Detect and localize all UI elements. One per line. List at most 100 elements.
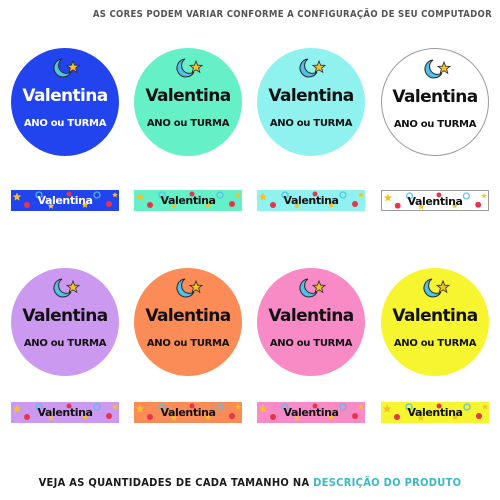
star-icon	[81, 201, 89, 208]
heart-icon	[312, 403, 318, 409]
heart-icon	[229, 201, 235, 207]
heart-icon	[147, 414, 153, 420]
quantity-note: VEJA AS QUANTIDADES DE CADA TAMANHO NA D…	[0, 476, 500, 489]
round-label-blue: Valentina ANO ou TURMA	[11, 48, 119, 156]
label-subtitle: ANO ou TURMA	[146, 118, 230, 129]
heart-icon	[229, 413, 235, 419]
strip-label-white: Valentina	[381, 190, 489, 211]
label-subtitle: ANO ou TURMA	[269, 338, 353, 349]
strip-label-mint: Valentina	[134, 190, 242, 211]
star-icon	[293, 202, 301, 209]
color-disclaimer: AS CORES PODEM VARIAR CONFORME A CONFIGU…	[92, 9, 492, 20]
round-label-yellow: Valentina ANO ou TURMA	[381, 268, 489, 376]
heart-icon	[66, 191, 72, 197]
star-icon	[451, 413, 459, 420]
star-icon	[417, 414, 425, 421]
round-label-mint: Valentina ANO ou TURMA	[134, 48, 242, 156]
label-name: Valentina	[145, 86, 231, 106]
product-description-link[interactable]: DESCRIÇÃO DO PRODUTO	[313, 476, 462, 489]
star-icon	[258, 404, 268, 413]
heart-icon	[394, 414, 400, 420]
heart-icon	[106, 201, 112, 207]
star-icon	[327, 201, 335, 208]
moon-star-icon	[53, 58, 81, 78]
moon-icon	[35, 191, 43, 199]
heart-icon	[312, 191, 318, 197]
label-subtitle: ANO ou TURMA	[23, 118, 107, 129]
heart-icon	[436, 192, 442, 198]
round-label-orange: Valentina ANO ou TURMA	[134, 268, 242, 376]
star-icon	[451, 202, 458, 209]
moon-icon	[93, 191, 101, 199]
moon-star-icon	[299, 58, 327, 78]
heart-icon	[189, 403, 195, 409]
strip-name: Valentina	[37, 194, 93, 207]
moon-icon	[216, 403, 224, 411]
heart-icon	[147, 202, 153, 208]
strip-label-lilac: Valentina	[11, 402, 119, 423]
moon-star-icon	[423, 278, 451, 298]
moon-star-icon	[424, 59, 452, 79]
moon-star-icon	[53, 278, 81, 298]
star-icon	[258, 192, 268, 201]
round-label-lilac: Valentina ANO ou TURMA	[11, 268, 119, 376]
star-icon	[235, 404, 241, 410]
heart-icon	[352, 413, 358, 419]
star-icon	[327, 413, 335, 420]
star-icon	[358, 192, 364, 198]
star-icon	[383, 193, 393, 202]
moon-star-icon	[176, 278, 204, 298]
moon-icon	[158, 403, 166, 411]
strip-name: Valentina	[407, 195, 463, 208]
strip-name: Valentina	[160, 406, 216, 419]
moon-icon	[281, 191, 289, 199]
pattern-icon	[135, 191, 241, 209]
star-icon	[358, 404, 364, 410]
pattern-icon	[383, 192, 487, 210]
round-label-aqua: Valentina ANO ou TURMA	[257, 48, 365, 156]
heart-icon	[436, 403, 442, 409]
heart-icon	[475, 201, 482, 208]
star-icon	[481, 192, 487, 199]
star-icon	[135, 192, 145, 201]
star-icon	[170, 414, 178, 421]
strip-name: Valentina	[283, 194, 339, 207]
moon-icon	[93, 403, 101, 411]
pattern-icon	[258, 403, 364, 421]
heart-icon	[270, 414, 276, 420]
strip-label-orange: Valentina	[134, 402, 242, 423]
strip-label-yellow: Valentina	[381, 402, 489, 423]
star-icon	[12, 404, 22, 413]
star-icon	[135, 404, 145, 413]
pattern-icon	[382, 403, 488, 421]
label-subtitle: ANO ou TURMA	[393, 338, 477, 349]
star-icon	[47, 414, 55, 421]
label-name: Valentina	[22, 86, 108, 106]
moon-icon	[339, 191, 347, 199]
label-subtitle: ANO ou TURMA	[23, 338, 107, 349]
label-name: Valentina	[268, 86, 354, 106]
star-icon	[235, 192, 241, 198]
star-icon	[293, 414, 301, 421]
pattern-icon	[12, 403, 118, 421]
pattern-icon	[12, 191, 118, 209]
moon-icon	[158, 191, 166, 199]
moon-icon	[35, 403, 43, 411]
label-subtitle: ANO ou TURMA	[269, 118, 353, 129]
label-name: Valentina	[22, 306, 108, 326]
label-name: Valentina	[392, 306, 478, 326]
round-label-white: Valentina ANO ou TURMA	[381, 48, 489, 156]
star-icon	[12, 192, 22, 201]
heart-icon	[66, 403, 72, 409]
moon-star-icon	[176, 58, 204, 78]
strip-name: Valentina	[407, 406, 463, 419]
label-subtitle: ANO ou TURMA	[393, 119, 477, 130]
round-label-pink: Valentina ANO ou TURMA	[257, 268, 365, 376]
heart-icon	[24, 414, 30, 420]
strip-label-pink: Valentina	[257, 402, 365, 423]
moon-star-icon	[299, 278, 327, 298]
moon-icon	[462, 192, 470, 200]
star-icon	[170, 202, 178, 209]
strip-name: Valentina	[283, 406, 339, 419]
star-icon	[382, 404, 392, 413]
